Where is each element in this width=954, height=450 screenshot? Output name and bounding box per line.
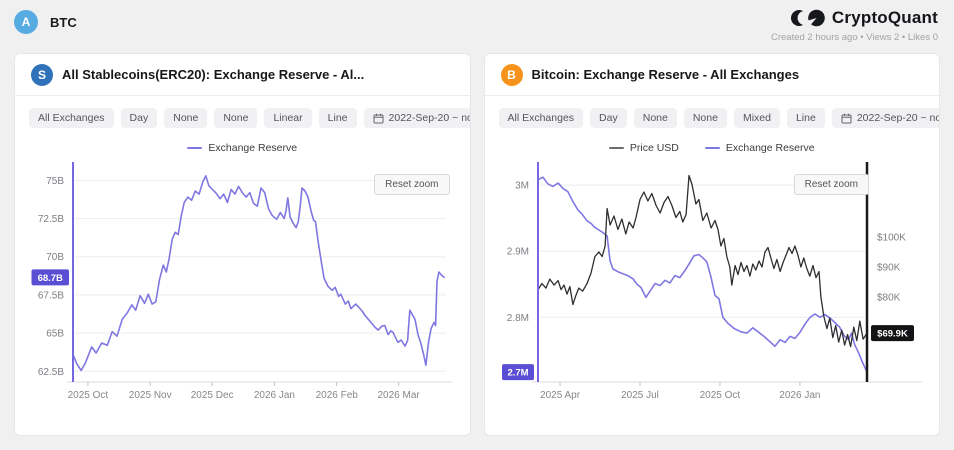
axis-value-badge-label: 2.7M xyxy=(507,368,528,379)
bitcoin-chart-card: B Bitcoin: Exchange Reserve - All Exchan… xyxy=(483,53,940,436)
toolbar-chip[interactable]: None xyxy=(214,108,258,128)
bitcoin-chart-canvas[interactable]: 2025 Apr 2025 Jul 2025 Oct 2026 Jan 3M 2.9M 2.… xyxy=(496,158,928,410)
stablecoin-chart-canvas[interactable]: 2025 Oct 2025 Nov 2025 Dec 2026 Jan 2026 Feb… xyxy=(26,158,458,410)
y-tick-label: 2.9M xyxy=(507,247,529,258)
x-tick-label: 2026 Jan xyxy=(254,390,295,401)
reset-zoom-button[interactable]: Reset zoom xyxy=(793,174,869,195)
axis-value-badge xyxy=(31,269,70,286)
x-tick-label: 2025 Dec xyxy=(191,390,234,401)
legend-marker-icon xyxy=(187,147,203,149)
toolbar-chip[interactable]: None xyxy=(633,108,677,128)
toolbar-chip[interactable]: Mixed xyxy=(733,108,780,128)
series-line xyxy=(537,174,868,348)
x-tick-label: 2026 Jan xyxy=(779,390,820,401)
x-tick-label: 2025 Jul xyxy=(621,390,659,401)
toolbar-chip[interactable]: None xyxy=(683,108,727,128)
x-tick-label: 2025 Oct xyxy=(699,390,740,401)
y-tick-label: 75B xyxy=(46,176,64,187)
reset-zoom-button[interactable]: Reset zoom xyxy=(374,174,450,195)
legend-item[interactable]: Price USD xyxy=(608,142,679,154)
calendar-icon xyxy=(373,113,384,123)
toolbar-chip[interactable]: Line xyxy=(786,108,825,128)
x-tick-label: 2025 Oct xyxy=(68,390,109,401)
toolbar-chip[interactable]: Line xyxy=(318,108,357,128)
stablecoin-icon: S xyxy=(31,63,53,86)
toolbar-chip[interactable]: Linear xyxy=(264,108,312,128)
asset-header: A BTC xyxy=(14,8,77,34)
chart-legend: Price USD Exchange Reserve xyxy=(485,132,940,156)
x-tick-label: 2025 Nov xyxy=(129,390,172,401)
cryptoquant-logo-text: CryptoQuant xyxy=(831,8,938,27)
chart-legend: Exchange Reserve xyxy=(15,132,470,156)
x-tick-label: 2026 Mar xyxy=(378,390,421,401)
toolbar-chip[interactable]: Day xyxy=(120,108,158,128)
chart-title: All Stablecoins(ERC20): Exchange Reserve… xyxy=(62,67,365,82)
asset-symbol: BTC xyxy=(50,14,77,30)
chart-title: Bitcoin: Exchange Reserve - All Exchange… xyxy=(531,67,800,82)
y-tick-label: 67.5B xyxy=(38,290,64,301)
date-range-label: 2022-Sep-20 ~ now xyxy=(388,112,470,124)
toolbar-chip[interactable]: None xyxy=(164,108,208,128)
card-header: B Bitcoin: Exchange Reserve - All Exchan… xyxy=(484,54,939,96)
y-tick-label: $100K xyxy=(877,233,906,244)
brand-block: CryptoQuant Created 2 hours ago • Views … xyxy=(771,8,938,43)
legend-item[interactable]: Exchange Reserve xyxy=(704,142,815,154)
y-tick-label: 3M xyxy=(515,181,529,192)
y-tick-label: $80K xyxy=(877,293,901,304)
y-tick-label: 72.5B xyxy=(38,214,64,225)
axis-value-badge xyxy=(501,364,534,381)
chart-toolbar: All Exchanges Day None None Mixed Line 2022-S… xyxy=(485,96,940,132)
legend-label: Exchange Reserve xyxy=(725,142,815,154)
series-line xyxy=(72,174,446,372)
chart-area: 2025 Oct 2025 Nov 2025 Dec 2026 Jan 2026 Feb… xyxy=(15,158,470,410)
legend-marker-icon xyxy=(608,147,624,149)
x-tick-label: 2025 Apr xyxy=(540,390,581,401)
legend-marker-icon xyxy=(704,147,720,149)
toolbar-chip[interactable]: All Exchanges xyxy=(498,108,584,128)
y-tick-label: 2.8M xyxy=(507,313,529,324)
y-tick-label: 70B xyxy=(46,252,64,263)
legend-item[interactable]: Exchange Reserve xyxy=(187,142,297,154)
cryptoquant-logo-icon xyxy=(790,9,825,27)
bitcoin-icon: B xyxy=(500,63,523,86)
y-tick-label: 65B xyxy=(46,329,64,340)
axis-value-badge-label: 68.7B xyxy=(38,273,63,284)
chart-area: 2025 Apr 2025 Jul 2025 Oct 2026 Jan 3M 2.9M 2.… xyxy=(485,158,940,410)
legend-label: Exchange Reserve xyxy=(208,142,298,154)
axis-value-badge-label: $69.9K xyxy=(877,329,908,340)
page-header: A BTC CryptoQuant Created 2 hours ago • … xyxy=(0,0,954,43)
legend-label: Price USD xyxy=(629,142,679,154)
y-tick-label: 62.5B xyxy=(38,367,64,378)
axis-value-badge xyxy=(870,325,914,342)
toolbar-chip[interactable]: Day xyxy=(590,108,627,128)
page-meta: Created 2 hours ago • Views 2 • Likes 0 xyxy=(770,32,938,43)
x-tick-label: 2026 Feb xyxy=(316,390,359,401)
stablecoin-chart-card: S All Stablecoins(ERC20): Exchange Reser… xyxy=(14,53,471,436)
charts-row: S All Stablecoins(ERC20): Exchange Reser… xyxy=(0,43,954,448)
date-range-chip[interactable]: 2022-Sep-20 ~ now xyxy=(363,108,470,128)
card-header: S All Stablecoins(ERC20): Exchange Reser… xyxy=(15,54,470,96)
y-tick-label: $90K xyxy=(877,263,901,274)
avatar[interactable]: A xyxy=(14,10,38,34)
date-range-label: 2022-Sep-20 ~ now xyxy=(856,112,940,124)
series-line xyxy=(536,176,868,373)
calendar-icon xyxy=(841,113,852,123)
toolbar-chip[interactable]: All Exchanges xyxy=(29,108,114,128)
chart-toolbar: All Exchanges Day None None Linear Line 2022-… xyxy=(15,96,470,132)
date-range-chip[interactable]: 2022-Sep-20 ~ now xyxy=(831,108,940,128)
